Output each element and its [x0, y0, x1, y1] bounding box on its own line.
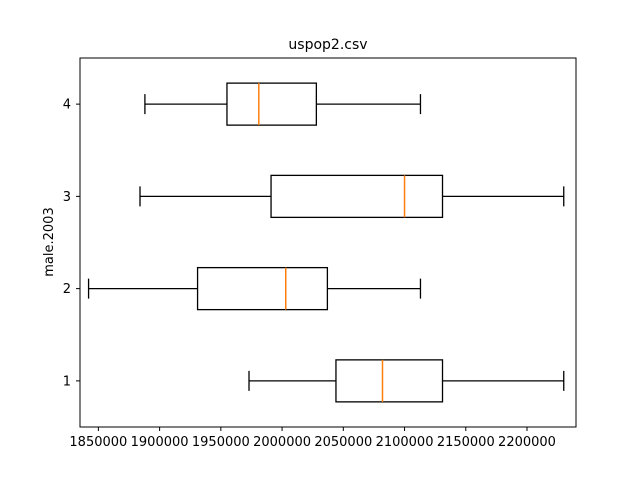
plot-frame: [79, 57, 577, 428]
box-group-1: [248, 359, 565, 403]
box-iqr-3: [270, 174, 444, 219]
box-iqr-2: [196, 266, 329, 311]
x-tick-label-1950000: 1950000: [192, 435, 250, 450]
box-iqr-1: [335, 359, 444, 403]
x-tick-label-1900000: 1900000: [131, 435, 189, 450]
box-group-4: [144, 82, 422, 126]
x-tick-label-2100000: 2100000: [376, 435, 434, 450]
x-tick-label-1850000: 1850000: [69, 435, 127, 450]
box-iqr-4: [226, 82, 318, 126]
y-tick-label-1: 1: [63, 374, 71, 389]
plot-area: [87, 82, 565, 403]
x-axis: 1850000 1900000 1950000 2000000 2050000 21000…: [69, 427, 556, 450]
x-tick-label-2200000: 2200000: [498, 435, 556, 450]
x-tick-label-2050000: 2050000: [314, 435, 372, 450]
y-tick-label-4: 4: [63, 98, 71, 113]
y-axis-label: male.2003: [42, 207, 57, 276]
x-tick-label-2000000: 2000000: [253, 435, 311, 450]
box-group-2: [87, 266, 422, 311]
y-axis: 1 2 3 4: [63, 98, 80, 389]
box-group-3: [139, 174, 565, 219]
chart-title: uspop2.csv: [288, 37, 367, 53]
x-tick-label-2150000: 2150000: [437, 435, 495, 450]
y-tick-label-3: 3: [63, 190, 71, 205]
y-tick-label-2: 2: [63, 282, 71, 297]
